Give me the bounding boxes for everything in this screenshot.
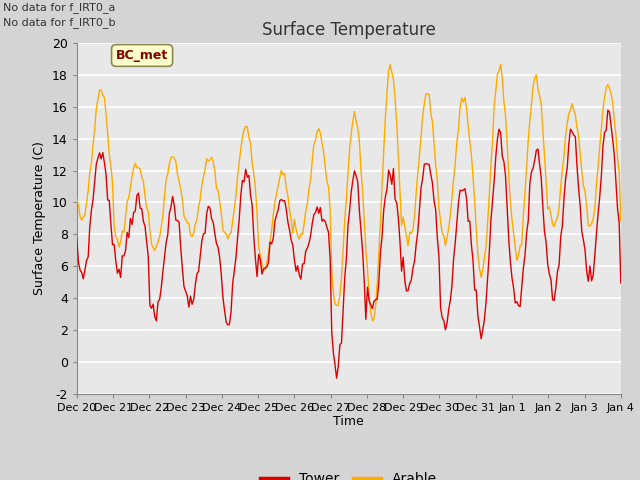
Legend: Tower, Arable: Tower, Arable — [255, 467, 443, 480]
Y-axis label: Surface Temperature (C): Surface Temperature (C) — [33, 142, 46, 295]
X-axis label: Time: Time — [333, 415, 364, 429]
Text: BC_met: BC_met — [116, 49, 168, 62]
Title: Surface Temperature: Surface Temperature — [262, 21, 436, 39]
Text: No data for f_IRT0_a: No data for f_IRT0_a — [3, 2, 116, 13]
Text: No data for f_IRT0_b: No data for f_IRT0_b — [3, 17, 116, 28]
